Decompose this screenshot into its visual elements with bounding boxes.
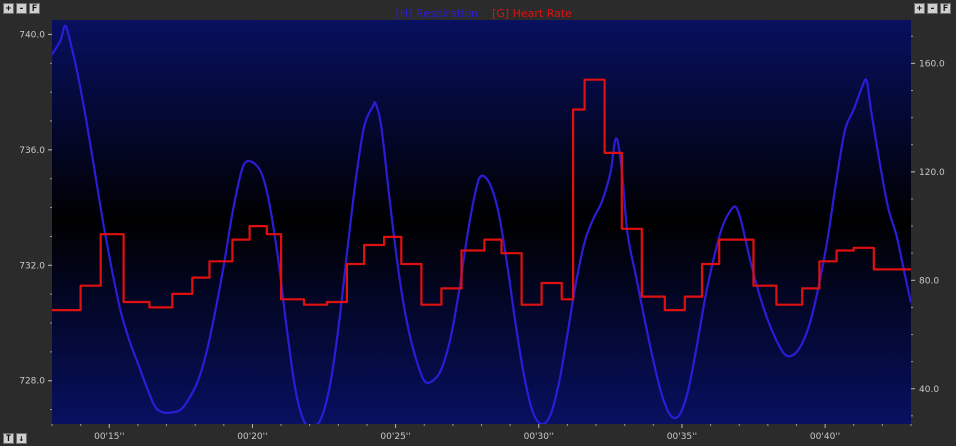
time-zoom-button[interactable]: T (3, 433, 14, 444)
right-axis-controls: + - F (914, 3, 951, 14)
time-axis-controls: T ↓ (3, 433, 27, 444)
right-y-tick-label: 40.0 (919, 385, 939, 395)
x-tick-label: 00'25'' (380, 432, 410, 442)
x-tick-label: 00'20'' (237, 432, 267, 442)
left-y-axis: 728.0 732.0 736.0 740.0 (19, 30, 52, 411)
zoom-in-left-button[interactable]: + (3, 3, 14, 14)
zoom-in-right-button[interactable]: + (914, 3, 925, 14)
legend-item[interactable]: [H] Respiration (396, 7, 478, 20)
series-group (52, 24, 911, 424)
right-y-tick-label: 160.0 (919, 59, 945, 69)
zoom-out-left-button[interactable]: - (16, 3, 27, 14)
legend-item[interactable]: [G] Heart Rate (492, 7, 572, 20)
right-y-tick-label: 120.0 (919, 168, 945, 178)
fit-left-button[interactable]: F (29, 3, 40, 14)
respiration-line (52, 24, 911, 424)
x-axis: 00'15'' 00'20'' 00'25'' 00'30'' 00'35'' 00'40… (51, 424, 912, 442)
left-y-tick-label: 732.0 (19, 261, 45, 271)
x-tick-label: 00'15'' (94, 432, 124, 442)
plot-area[interactable] (52, 20, 911, 424)
right-y-axis: 40.0 80.0 120.0 160.0 (911, 35, 945, 417)
time-scroll-button[interactable]: ↓ (16, 433, 27, 444)
fit-right-button[interactable]: F (940, 3, 951, 14)
zoom-out-right-button[interactable]: - (927, 3, 938, 14)
x-tick-label: 00'40'' (810, 432, 840, 442)
legend: [H] Respiration [G] Heart Rate (396, 7, 573, 20)
left-y-tick-label: 736.0 (19, 146, 45, 156)
left-y-tick-label: 740.0 (19, 30, 45, 40)
x-tick-label: 00'30'' (524, 432, 554, 442)
left-axis-controls: + - F (3, 3, 40, 14)
x-tick-label: 00'35'' (667, 432, 697, 442)
left-y-tick-label: 728.0 (19, 377, 45, 387)
right-y-tick-label: 80.0 (919, 276, 939, 286)
heart-rate-line (52, 78, 911, 312)
